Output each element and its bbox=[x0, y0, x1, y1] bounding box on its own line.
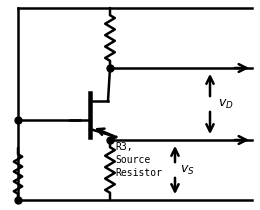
Text: $v_S$: $v_S$ bbox=[180, 163, 195, 177]
Text: $v_D$: $v_D$ bbox=[218, 97, 234, 110]
Text: R3,
Source
Resistor: R3, Source Resistor bbox=[115, 142, 162, 178]
